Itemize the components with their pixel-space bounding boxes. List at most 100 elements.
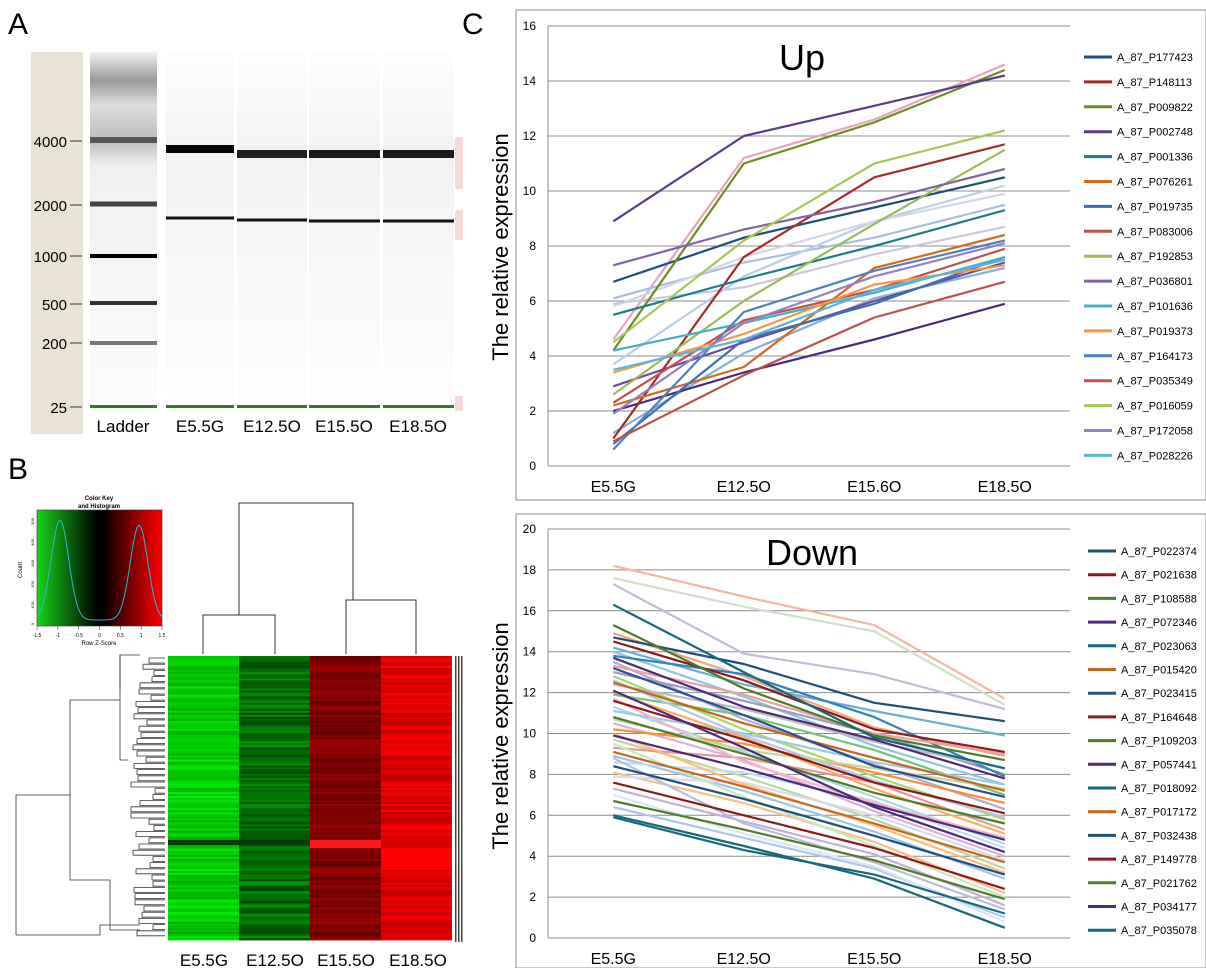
heatmap-cell — [381, 698, 452, 702]
heatmap-cell — [310, 763, 381, 766]
legend-label: A_87_P177423 — [1117, 52, 1193, 64]
heatmap-cell — [239, 769, 310, 773]
heatmap-cell — [239, 775, 310, 779]
heatmap-cell — [381, 696, 452, 699]
series-line — [613, 799, 1006, 901]
series-line — [613, 577, 1006, 706]
heatmap-cell — [381, 739, 452, 742]
row-dendrogram-leaf — [138, 725, 165, 732]
series-line — [612, 233, 1006, 407]
heatmap-cell — [168, 903, 239, 906]
ladder-band — [90, 137, 157, 143]
heatmap-cell — [381, 820, 452, 823]
heatmap-cell — [310, 933, 381, 937]
heatmap-cell — [381, 743, 452, 746]
legend-label: A_87_P108588 — [1121, 593, 1197, 605]
heatmap-cell — [381, 777, 452, 781]
heatmap-cell — [168, 714, 239, 718]
panel-label-a: A — [8, 8, 29, 41]
y-tick-label: 4 — [529, 849, 536, 863]
row-dendrogram-leaf — [152, 924, 165, 930]
heatmap-cell — [310, 751, 381, 754]
heatmap-cell — [381, 666, 452, 669]
series-line — [613, 255, 1006, 352]
series-line — [613, 683, 1006, 770]
lane-label: E18.5O — [389, 417, 447, 436]
heatmap-cell — [310, 927, 381, 931]
color-key-ylabel: Count — [18, 562, 24, 578]
row-dendrogram-leaf — [152, 794, 165, 800]
heatmap-cell — [168, 901, 239, 904]
heatmap-cell — [239, 838, 310, 841]
series-line — [612, 264, 1005, 374]
row-label-stripe — [458, 656, 460, 942]
heatmap-cell — [381, 795, 452, 799]
heatmap-cell — [381, 722, 452, 726]
heatmap-cell — [239, 763, 310, 766]
heatmap-cell — [239, 729, 310, 732]
heatmap-cell — [381, 682, 452, 685]
series-line — [613, 775, 1006, 862]
heatmap-cell — [168, 921, 239, 925]
heatmap-cell — [239, 743, 310, 746]
up-series-lines — [612, 63, 1006, 451]
heatmap-cell — [168, 718, 239, 722]
row-dendrogram-leaf — [151, 676, 165, 682]
heatmap-cell — [381, 826, 452, 829]
heatmap-cell — [381, 897, 452, 900]
heatmap-cell — [168, 682, 239, 685]
y-tick-label: 2 — [529, 404, 536, 418]
row-dendrogram-leaf — [138, 688, 165, 695]
y-tick-label: 6 — [529, 294, 536, 308]
panel-label-b: B — [8, 453, 29, 486]
heatmap-cell — [239, 783, 310, 787]
series-line — [612, 129, 1006, 344]
heatmap-cell — [168, 862, 239, 866]
heatmap-cell — [239, 889, 310, 892]
heatmap-cell — [310, 814, 381, 817]
heatmap-cell — [310, 767, 381, 770]
row-dendrogram-branch — [69, 795, 140, 931]
heatmap-cell — [168, 810, 239, 813]
series-line — [612, 176, 1006, 283]
heatmap-cell — [310, 692, 381, 695]
heatmap-cell — [310, 929, 381, 933]
heatmap-cell — [239, 749, 310, 752]
color-key-tick-label: -0.5 — [74, 633, 83, 639]
series-line — [613, 787, 1006, 907]
heatmap-cell — [168, 933, 239, 937]
heatmap-cell — [239, 860, 310, 864]
row-dendrogram-leaf — [141, 911, 165, 918]
heatmap-cell — [239, 700, 310, 704]
heatmap-cell — [310, 923, 381, 927]
color-key-tick-label: 0.5 — [117, 633, 124, 639]
heatmap-cell — [381, 678, 452, 681]
heatmap-cell — [239, 848, 310, 852]
series-line — [613, 709, 1005, 786]
heatmap-cell — [168, 686, 239, 689]
row-dendrogram-leaf — [146, 719, 165, 726]
legend-label: A_87_P023415 — [1121, 688, 1197, 700]
heatmap-cell — [239, 795, 310, 799]
heatmap-cell — [381, 720, 452, 724]
count-tick-label: 500 — [30, 517, 35, 524]
heatmap-cell — [239, 927, 310, 931]
heatmap-cell — [239, 751, 310, 754]
heatmap-cell — [239, 923, 310, 927]
x-tick-label: E5.5G — [591, 479, 636, 496]
legend-label: A_87_P015420 — [1121, 665, 1197, 677]
heatmap-cell — [168, 804, 239, 807]
heatmap-cell — [381, 727, 452, 730]
heatmap-cell — [381, 834, 452, 837]
heatmap-cell — [381, 700, 452, 704]
heatmap-cell — [381, 783, 452, 787]
heatmap-cell — [310, 864, 381, 868]
heatmap-cell — [310, 674, 381, 677]
heatmap-cell — [239, 773, 310, 777]
series-line — [613, 814, 1006, 929]
heatmap-cell — [381, 901, 452, 904]
heatmap-cell — [310, 745, 381, 748]
heatmap-cell — [239, 688, 310, 691]
color-key-histogram-line — [36, 519, 163, 621]
heatmap-cell — [381, 903, 452, 906]
